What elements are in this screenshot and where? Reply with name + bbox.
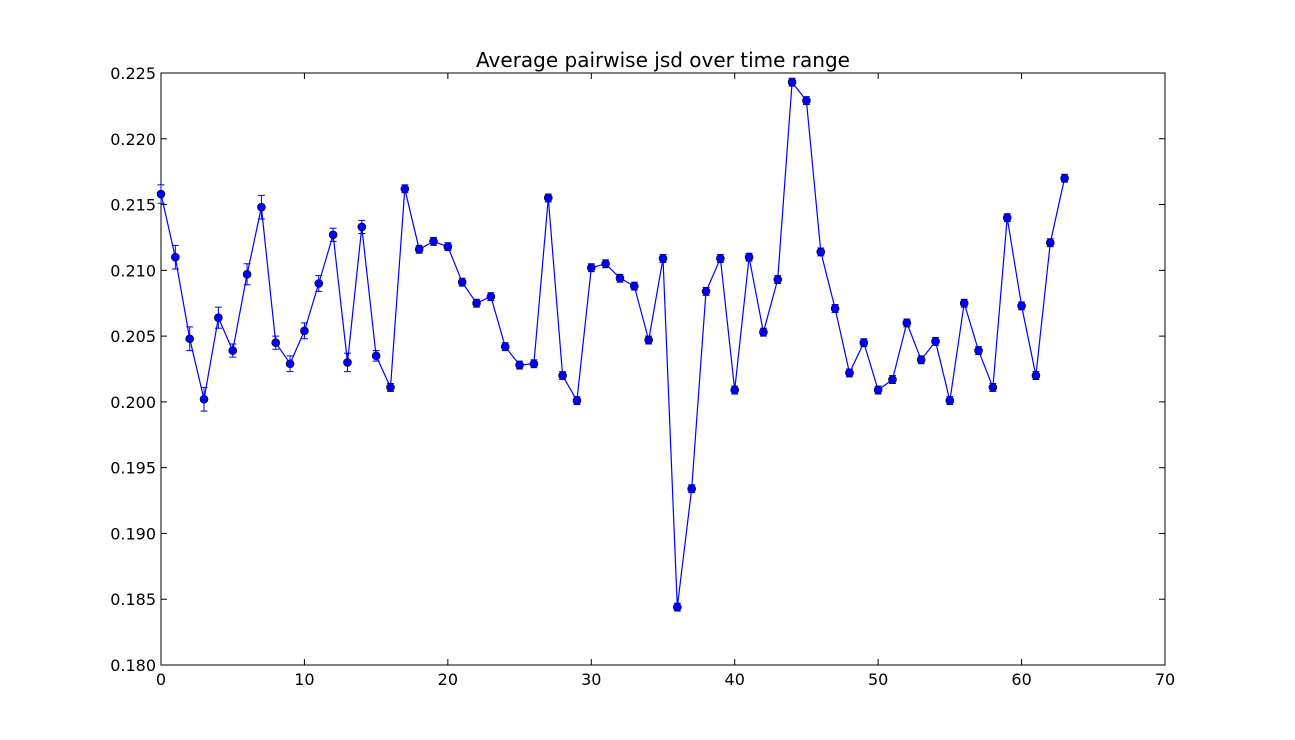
data-point xyxy=(802,96,811,105)
y-tick-label: 0.185 xyxy=(110,590,156,609)
x-tick-label: 70 xyxy=(1155,670,1175,689)
data-point xyxy=(931,337,940,346)
plot-frame xyxy=(160,72,1166,666)
x-tick-label: 60 xyxy=(1011,670,1031,689)
data-point xyxy=(630,281,639,291)
x-tick-label: 30 xyxy=(581,670,601,689)
data-point xyxy=(185,334,194,344)
data-point xyxy=(902,318,912,328)
data-point xyxy=(371,351,381,361)
data-point xyxy=(945,396,955,405)
y-tick-label: 0.215 xyxy=(110,196,156,215)
y-tick-label: 0.220 xyxy=(110,130,156,149)
data-point xyxy=(586,263,596,273)
data-point xyxy=(916,355,926,365)
data-point xyxy=(486,292,496,301)
data-point xyxy=(773,275,783,284)
data-point xyxy=(1045,238,1055,248)
data-point xyxy=(1002,213,1012,223)
data-point xyxy=(171,252,180,262)
data-point xyxy=(644,335,653,345)
x-tick-label: 20 xyxy=(438,670,458,689)
data-point xyxy=(873,385,883,395)
data-point xyxy=(386,383,395,392)
x-tick-label: 40 xyxy=(725,670,745,689)
x-tick-label: 50 xyxy=(868,670,888,689)
y-tick-label: 0.180 xyxy=(110,656,156,675)
series-line xyxy=(160,80,1066,608)
x-tick-label: 10 xyxy=(294,670,314,689)
data-point xyxy=(242,269,252,279)
y-tick-label: 0.195 xyxy=(110,459,156,478)
data-point xyxy=(285,359,295,369)
data-point xyxy=(845,368,854,378)
data-point xyxy=(543,193,553,203)
y-tick-label: 0.200 xyxy=(110,393,156,412)
data-point xyxy=(300,326,309,336)
data-point xyxy=(357,222,367,232)
data-layer xyxy=(156,77,1069,612)
data-point xyxy=(701,287,711,296)
data-point xyxy=(615,273,625,283)
data-point xyxy=(199,394,209,404)
data-point xyxy=(816,247,826,257)
data-point xyxy=(515,360,524,370)
data-point xyxy=(959,298,969,308)
data-point xyxy=(859,338,869,347)
data-point xyxy=(744,252,754,262)
data-point xyxy=(156,189,166,199)
data-point xyxy=(214,313,223,322)
data-point xyxy=(687,484,696,494)
y-tick-label: 0.190 xyxy=(110,524,156,543)
data-point xyxy=(414,244,424,254)
data-point xyxy=(1031,371,1041,380)
data-point xyxy=(314,279,324,288)
data-point xyxy=(658,254,668,263)
data-point xyxy=(443,242,453,251)
data-point xyxy=(888,375,897,384)
y-tick-label: 0.210 xyxy=(110,261,156,280)
data-point xyxy=(730,385,740,395)
data-point xyxy=(429,237,438,246)
data-point xyxy=(257,202,266,212)
data-point xyxy=(1017,301,1026,311)
data-point xyxy=(601,259,610,269)
chart-title: Average pairwise jsd over time range xyxy=(476,48,850,72)
data-point xyxy=(228,346,238,355)
axes: 0 10 20 30 40 50 60 70 0.180 0.185 0.190 0.195 0.200… xyxy=(110,64,1175,689)
data-point xyxy=(500,342,510,351)
data-point xyxy=(271,338,281,347)
data-point xyxy=(529,359,539,369)
data-point xyxy=(1060,173,1069,183)
data-point xyxy=(472,298,481,308)
data-point xyxy=(787,77,797,87)
data-point xyxy=(830,304,840,313)
data-point xyxy=(558,371,567,380)
data-point xyxy=(988,383,998,392)
data-point xyxy=(673,602,682,612)
data-point xyxy=(716,254,725,263)
data-point xyxy=(572,396,582,405)
data-point xyxy=(457,277,467,287)
y-tick-label: 0.225 xyxy=(110,64,156,83)
data-point xyxy=(328,230,338,240)
y-tick-label: 0.205 xyxy=(110,327,156,346)
data-point xyxy=(759,327,768,337)
data-point xyxy=(974,346,983,355)
x-tick-label: 0 xyxy=(156,670,166,689)
data-point xyxy=(400,184,410,194)
data-point xyxy=(343,358,352,367)
